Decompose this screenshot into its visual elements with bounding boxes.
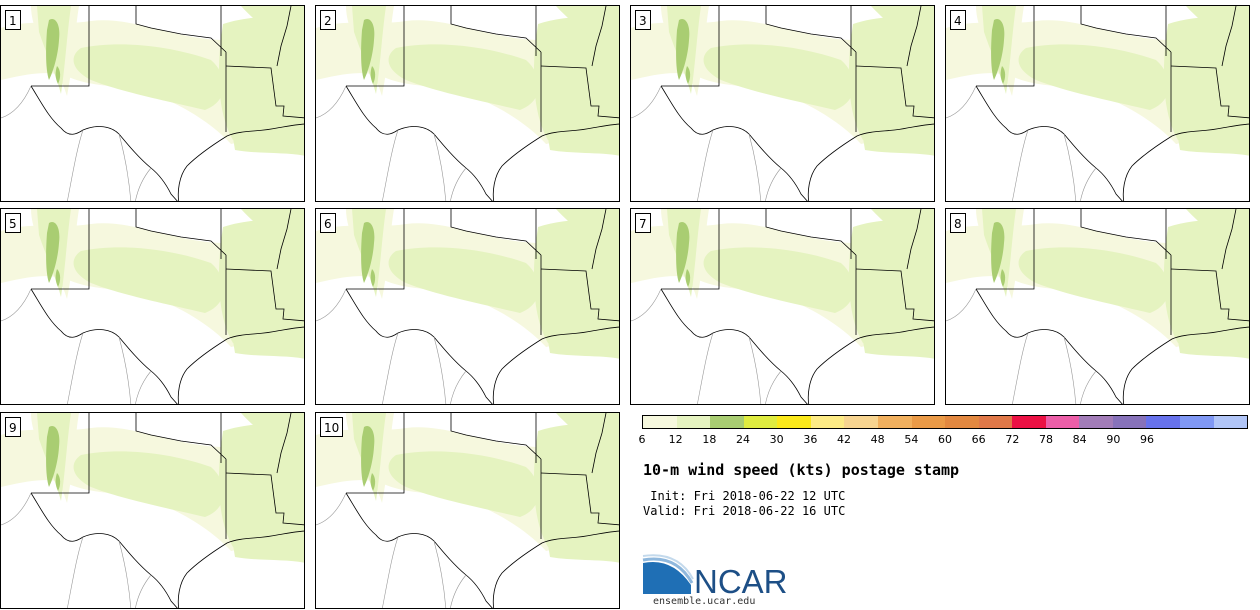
mexico-borders	[946, 288, 1097, 404]
member-panel-1: 1	[0, 5, 305, 202]
colorbar-tick-label: 66	[971, 433, 986, 446]
colorbar-tick-label: 48	[870, 433, 885, 446]
map	[631, 6, 934, 201]
colorbar-tick-label: 96	[1140, 433, 1154, 446]
colorbar-segment	[877, 416, 912, 428]
map	[316, 209, 619, 404]
colorbar-tick-label: 6	[638, 433, 646, 446]
member-panel-3: 3	[630, 5, 935, 202]
mexico-borders	[631, 85, 782, 201]
colorbar-tick-label: 12	[668, 433, 683, 446]
panel-number: 8	[950, 213, 966, 233]
colorbar-segment	[777, 416, 811, 428]
member-panel-6: 6	[315, 208, 620, 405]
colorbar-segment	[1045, 416, 1080, 428]
member-panel-7: 7	[630, 208, 935, 405]
ncar-logo-text: NCAR	[694, 563, 788, 595]
panel-number: 3	[635, 10, 651, 30]
member-panel-4: 4	[945, 5, 1250, 202]
colorbar-segment	[1146, 416, 1180, 428]
panel-number: 5	[5, 213, 21, 233]
state-borders	[660, 6, 934, 201]
state-borders	[30, 413, 304, 608]
colorbar-segment	[1180, 416, 1214, 428]
colorbar-tick-label: 36	[803, 433, 818, 446]
colorbar-segment	[643, 416, 677, 428]
panel-number: 10	[320, 417, 344, 437]
init-time: Init: Fri 2018-06-22 12 UTC	[643, 489, 846, 503]
mexico-borders	[946, 85, 1097, 201]
mexico-borders	[1, 492, 152, 608]
ncar-logo: NCAR	[642, 554, 788, 595]
colorbar-segment	[810, 416, 845, 428]
panel-number: 2	[320, 10, 336, 30]
state-borders	[660, 209, 934, 404]
member-panel-9: 9	[0, 412, 305, 609]
plot-title: 10-m wind speed (kts) postage stamp	[643, 461, 960, 479]
colorbar-tick-label: 60	[938, 433, 952, 446]
panel-number: 9	[5, 417, 21, 437]
colorbar	[642, 415, 1248, 429]
colorbar-tick-label: 30	[769, 433, 784, 446]
panel-number: 1	[5, 10, 21, 30]
colorbar-segment	[1112, 416, 1147, 428]
colorbar-segment	[710, 416, 744, 428]
colorbar-segment	[676, 416, 711, 428]
wind-speed-shading	[1, 413, 304, 563]
colorbar-tick-label: 18	[702, 433, 717, 446]
state-borders	[975, 209, 1249, 404]
logo-url: ensemble.ucar.edu	[653, 596, 756, 607]
colorbar-segment	[911, 416, 946, 428]
wind-speed-shading	[946, 209, 1249, 359]
wind-speed-shading	[946, 6, 1249, 156]
wind-speed-shading	[316, 209, 619, 359]
member-panel-5: 5	[0, 208, 305, 405]
state-borders	[975, 6, 1249, 201]
state-borders	[345, 209, 619, 404]
map	[1, 6, 304, 201]
mexico-borders	[316, 492, 467, 608]
map	[631, 209, 934, 404]
map	[946, 6, 1249, 201]
colorbar-segment	[945, 416, 979, 428]
colorbar-segment	[1213, 416, 1248, 428]
colorbar-tick-label: 72	[1005, 433, 1020, 446]
colorbar-segment	[743, 416, 778, 428]
panel-number: 7	[635, 213, 651, 233]
colorbar-tick-label: 24	[736, 433, 750, 446]
panel-number: 4	[950, 10, 966, 30]
mexico-borders	[1, 288, 152, 404]
wind-speed-shading	[1, 6, 304, 156]
map	[1, 413, 304, 608]
colorbar-segment	[978, 416, 1013, 428]
colorbar-tick-label: 78	[1039, 433, 1053, 446]
wind-speed-shading	[316, 6, 619, 156]
state-borders	[345, 413, 619, 608]
map	[946, 209, 1249, 404]
colorbar-tick-label: 84	[1072, 433, 1087, 446]
state-borders	[345, 6, 619, 201]
mexico-borders	[316, 85, 467, 201]
member-panel-2: 2	[315, 5, 620, 202]
map	[316, 413, 619, 608]
member-panel-8: 8	[945, 208, 1250, 405]
map	[1, 209, 304, 404]
colorbar-tick-label: 90	[1106, 433, 1121, 446]
mexico-borders	[1, 85, 152, 201]
colorbar-segment	[1079, 416, 1113, 428]
mexico-borders	[316, 288, 467, 404]
wind-speed-shading	[316, 413, 619, 563]
state-borders	[30, 6, 304, 201]
colorbar-ticks: 6 12 18 24 30 36 42 48 54 60 66 72 78 84 90 96	[638, 433, 1248, 447]
valid-time: Valid: Fri 2018-06-22 16 UTC	[643, 504, 846, 518]
member-panel-10: 10	[315, 412, 620, 609]
mexico-borders	[631, 288, 782, 404]
colorbar-tick-label: 42	[837, 433, 851, 446]
panel-number: 6	[320, 213, 336, 233]
colorbar-tick-label: 54	[904, 433, 919, 446]
colorbar-segment	[1012, 416, 1046, 428]
map	[316, 6, 619, 201]
colorbar-segment	[844, 416, 878, 428]
state-borders	[30, 209, 304, 404]
